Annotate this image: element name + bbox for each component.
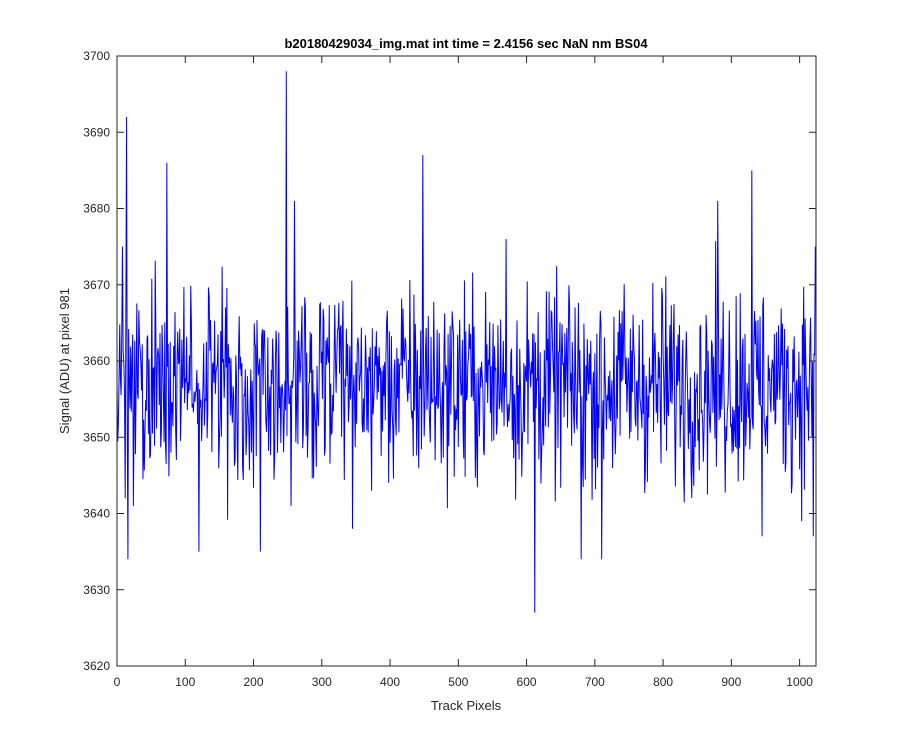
y-tick-label: 3700 (83, 49, 110, 63)
y-tick-label: 3640 (83, 507, 110, 521)
x-tick-label: 300 (312, 675, 332, 689)
y-axis: 3620 3630 3640 3650 3660 3670 3680 3690 3700 (83, 49, 816, 673)
x-tick-label: 1000 (786, 675, 813, 689)
x-tick-label: 100 (175, 675, 195, 689)
y-tick-label: 3670 (83, 278, 110, 292)
y-tick-label: 3690 (83, 125, 110, 139)
y-tick-label: 3650 (83, 430, 110, 444)
x-tick-label: 0 (114, 675, 121, 689)
signal-series-group (116, 71, 816, 613)
y-tick-label: 3660 (83, 354, 110, 368)
y-tick-label: 3620 (83, 659, 110, 673)
x-tick-label: 800 (653, 675, 673, 689)
chart-title: b20180429034_img.mat int time = 2.4156 s… (284, 36, 648, 51)
x-tick-label: 900 (721, 675, 741, 689)
y-axis-label: Signal (ADU) at pixel 981 (57, 288, 72, 434)
x-tick-label: 700 (585, 675, 605, 689)
x-tick-label: 600 (517, 675, 537, 689)
x-axis-label: Track Pixels (431, 698, 502, 713)
signal-series-line (116, 71, 816, 613)
y-tick-label: 3680 (83, 202, 110, 216)
x-tick-label: 200 (244, 675, 264, 689)
x-axis: 0 100 200 300 400 500 600 700 800 900 1000 (114, 56, 813, 689)
x-tick-label: 400 (380, 675, 400, 689)
y-tick-label: 3630 (83, 583, 110, 597)
x-tick-label: 500 (448, 675, 468, 689)
